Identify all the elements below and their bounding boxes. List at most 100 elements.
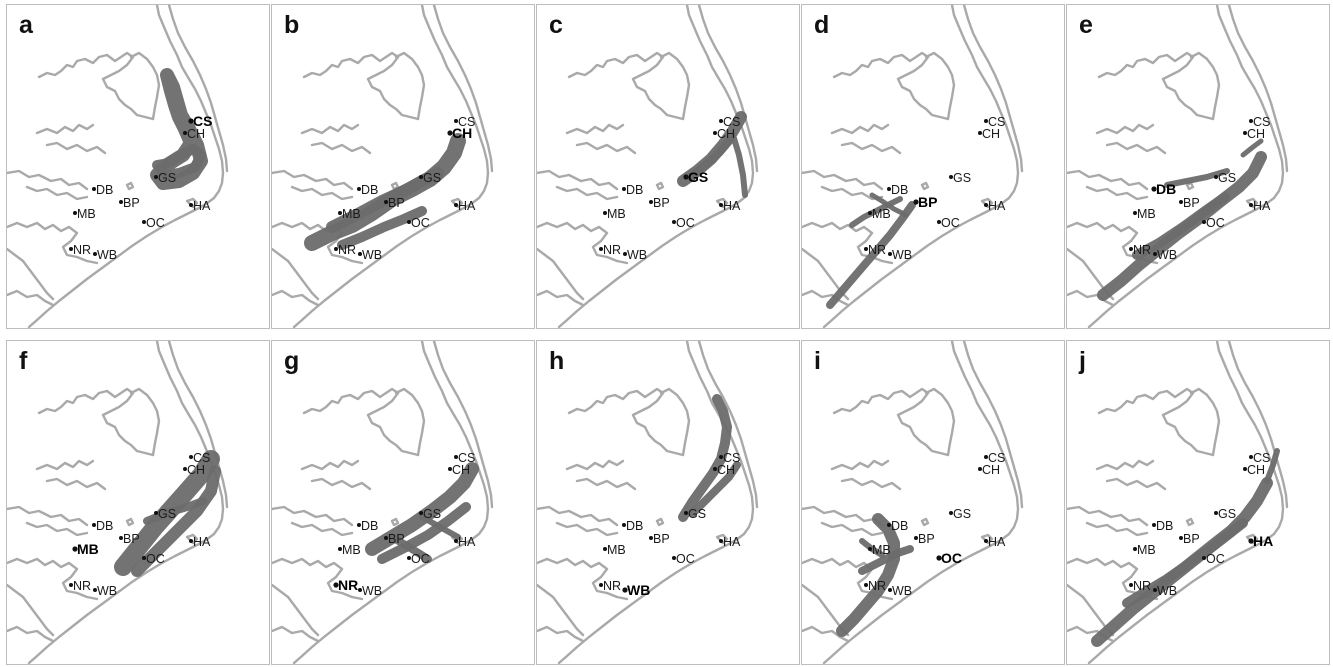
site-marker-ha (454, 203, 458, 207)
site-label-bp: BP (1183, 196, 1200, 210)
site-marker-gs (1214, 511, 1218, 515)
movement-tracks (150, 68, 208, 190)
coastline-segment (292, 5, 490, 328)
coastline-segment (924, 387, 956, 457)
coastline-segment (802, 169, 884, 191)
site-label-ch: CH (982, 463, 1000, 477)
site-marker-nr (69, 247, 73, 251)
site-marker-mb (603, 211, 607, 215)
site-marker-ch (183, 467, 187, 471)
site-marker-db (92, 187, 96, 191)
site-marker-bp (384, 536, 388, 540)
coastline-segment (1067, 169, 1149, 191)
site-marker-ch (447, 130, 453, 136)
site-marker-wb (888, 588, 892, 592)
site-marker-cs (1249, 455, 1253, 459)
panel-letter: f (19, 347, 28, 375)
coastline-segment (1227, 5, 1289, 173)
coastline (272, 5, 494, 328)
site-label-nr: NR (338, 243, 356, 257)
site-label-gs: GS (1218, 507, 1236, 521)
site-label-db: DB (626, 183, 643, 197)
panel-letter: j (1079, 347, 1086, 375)
site-marker-mb (603, 547, 607, 551)
site-label-gs: GS (688, 507, 706, 521)
site-marker-gs (154, 511, 158, 515)
site-marker-ch (1243, 467, 1247, 471)
site-marker-gs (419, 511, 423, 515)
coastline-segment (292, 341, 490, 664)
panel-letter: g (284, 347, 300, 375)
site-marker-nr (599, 583, 603, 587)
site-marker-ch (713, 131, 717, 135)
site-marker-gs (683, 174, 689, 180)
coastline-segment (7, 247, 55, 301)
coastline-segment (272, 625, 320, 643)
coastline-segment (655, 181, 665, 191)
track-ribbon (687, 135, 735, 181)
coastline-segment (820, 185, 884, 201)
site-marker-gs (684, 511, 688, 515)
coastline-segment (830, 459, 890, 471)
coastline-segment (820, 521, 884, 537)
coastline-segment (1067, 505, 1149, 527)
coastline-segment (537, 583, 585, 637)
coastline-segment (802, 289, 850, 307)
site-marker-mb (868, 211, 872, 215)
site-marker-bp (1179, 536, 1183, 540)
site-marker-bp (119, 536, 123, 540)
coastline-segment (697, 5, 759, 173)
site-label-cs: CS (988, 115, 1005, 129)
site-marker-cs (454, 119, 458, 123)
site-marker-mb (338, 547, 342, 551)
coastline-segment (45, 141, 107, 155)
site-marker-wb (888, 252, 892, 256)
site-label-bp: BP (388, 196, 405, 210)
site-marker-ch (978, 467, 982, 471)
track-ribbon (826, 201, 916, 309)
panel-letter: d (814, 11, 830, 39)
site-label-wb: WB (627, 248, 647, 262)
site-marker-wb (93, 588, 97, 592)
coastline-segment (7, 505, 89, 527)
site-marker-gs (419, 175, 423, 179)
site-label-ch: CH (982, 127, 1000, 141)
coastline-segment (1087, 341, 1285, 664)
panel-letter: h (549, 347, 565, 375)
site-marker-mb (73, 211, 77, 215)
site-marker-oc (1202, 220, 1206, 224)
site-label-db: DB (891, 183, 908, 197)
coastline-segment (962, 5, 1024, 173)
coastline-segment (129, 51, 161, 121)
coastline-segment (822, 5, 1020, 328)
site-label-ch: CH (1247, 463, 1265, 477)
coastline-segment (7, 583, 55, 637)
site-marker-cs (188, 118, 194, 124)
site-label-gs: GS (953, 507, 971, 521)
site-marker-db (622, 523, 626, 527)
site-marker-nr (864, 247, 868, 251)
site-marker-nr (1129, 247, 1133, 251)
movement-tracks (304, 133, 466, 251)
site-marker-cs (984, 455, 988, 459)
site-label-mb: MB (1137, 207, 1156, 221)
site-label-nr: NR (73, 579, 91, 593)
coastline-segment (390, 181, 400, 191)
site-label-wb: WB (362, 248, 382, 262)
coastline-segment (555, 521, 619, 537)
site-marker-nr (333, 582, 339, 588)
panel-letter: c (549, 11, 563, 39)
coastline-segment (655, 517, 665, 527)
coastline-segment (394, 387, 426, 457)
coastline-segment (1227, 341, 1289, 509)
coastline-segment (557, 341, 755, 664)
coastline (7, 341, 229, 664)
movement-tracks (365, 462, 479, 564)
coastline-segment (1185, 181, 1195, 191)
coastline-segment (1105, 141, 1167, 155)
coastline-segment (1085, 185, 1149, 201)
site-label-ch: CH (187, 127, 205, 141)
coastline-segment (290, 521, 354, 537)
